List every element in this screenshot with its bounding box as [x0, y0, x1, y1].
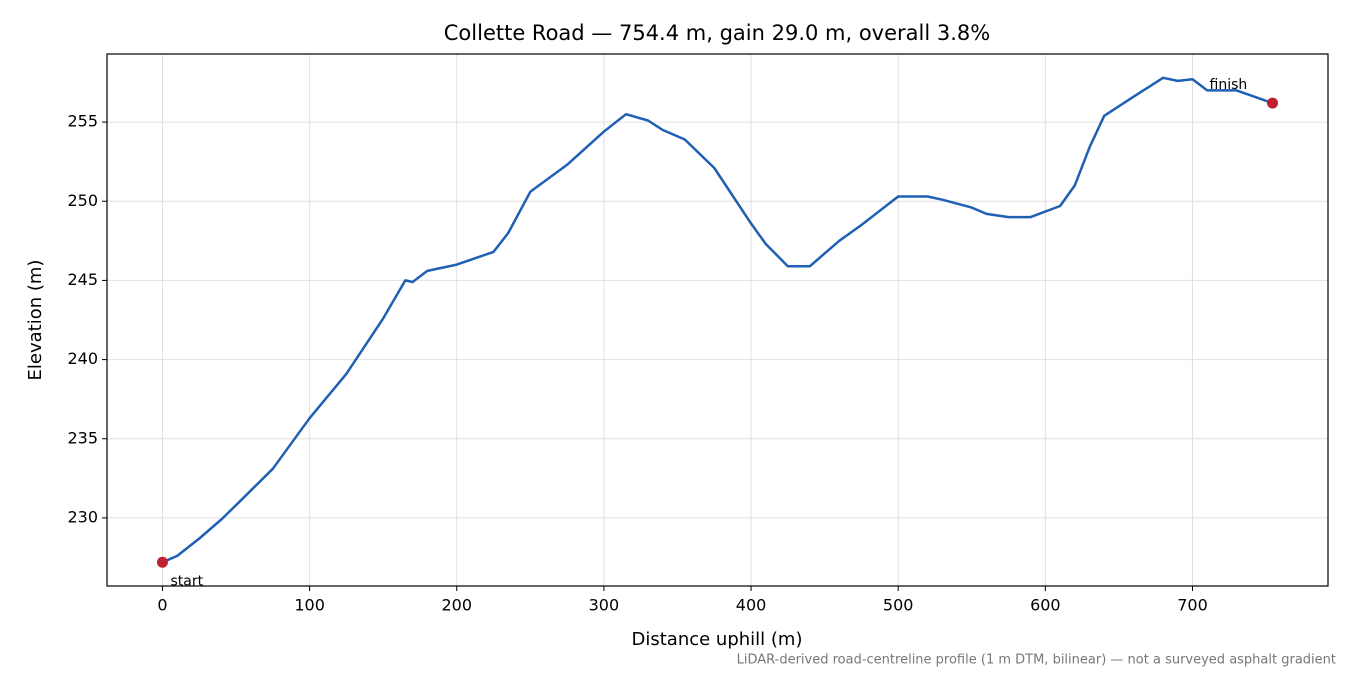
start-label: start	[170, 573, 203, 589]
finish-label: finish	[1210, 77, 1248, 93]
x-tick-label: 400	[736, 596, 767, 615]
plot-frame	[106, 53, 1329, 587]
x-tick-label: 100	[294, 596, 325, 615]
x-tick-label: 700	[1177, 596, 1208, 615]
finish-marker	[1267, 97, 1279, 109]
y-tick-label: 245	[67, 270, 98, 289]
y-tick-label: 230	[67, 507, 98, 526]
start-marker	[156, 556, 168, 568]
y-tick-label: 250	[67, 191, 98, 210]
elevation-line	[162, 76, 1273, 564]
chart-title: Collette Road — 754.4 m, gain 29.0 m, ov…	[444, 21, 990, 45]
x-tick-label: 600	[1030, 596, 1061, 615]
x-tick-label: 0	[157, 596, 167, 615]
y-tick-label: 240	[67, 349, 98, 368]
x-axis-label: Distance uphill (m)	[632, 629, 803, 650]
y-axis-label: Elevation (m)	[25, 260, 46, 381]
x-tick-label: 300	[589, 596, 620, 615]
y-tick-label: 235	[67, 428, 98, 447]
y-tick-label: 255	[67, 112, 98, 131]
footnote: LiDAR-derived road-centreline profile (1…	[737, 653, 1336, 668]
x-tick-label: 500	[883, 596, 914, 615]
x-tick-label: 200	[441, 596, 472, 615]
